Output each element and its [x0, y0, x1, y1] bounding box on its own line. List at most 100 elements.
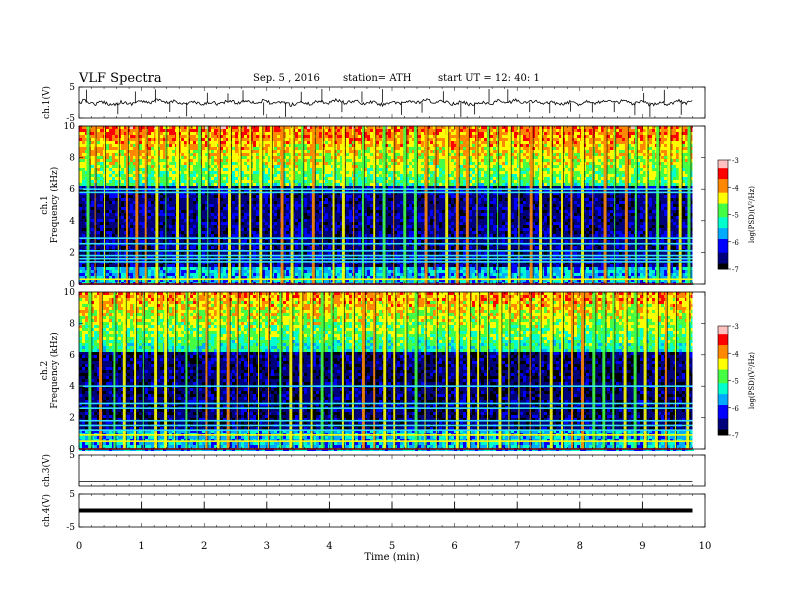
psd-cell: [82, 279, 85, 282]
psd-cell: [184, 153, 187, 156]
psd-cell: [244, 126, 247, 129]
psd-cell: [169, 156, 172, 159]
psd-cell: [226, 252, 229, 255]
psd-cell: [91, 183, 94, 186]
psd-cell: [124, 132, 127, 135]
psd-cell: [355, 165, 358, 168]
psd-cell: [253, 207, 256, 210]
psd-cell: [265, 240, 268, 243]
psd-cell: [256, 270, 259, 273]
psd-cell: [130, 207, 133, 210]
psd-cell: [253, 240, 256, 243]
psd-cell: [274, 138, 277, 141]
psd-cell: [220, 225, 223, 228]
psd-cell: [295, 225, 298, 228]
psd-cell: [244, 171, 247, 174]
psd-cell: [235, 132, 238, 135]
psd-cell: [190, 234, 193, 237]
psd-cell: [337, 264, 340, 267]
psd-cell: [112, 177, 115, 180]
psd-cell: [253, 201, 256, 204]
psd-cell: [130, 174, 133, 177]
psd-cell: [328, 270, 331, 273]
psd-cell: [256, 201, 259, 204]
psd-cell: [121, 273, 124, 276]
psd-cell: [172, 255, 175, 258]
psd-cell: [100, 192, 103, 195]
psd-cell: [121, 225, 124, 228]
psd-cell: [256, 228, 259, 231]
psd-cell: [328, 144, 331, 147]
psd-cell: [151, 225, 154, 228]
psd-cell: [325, 156, 328, 159]
psd-cell: [190, 213, 193, 216]
psd-cell: [349, 228, 352, 231]
psd-cell: [112, 228, 115, 231]
psd-cell: [160, 159, 163, 162]
psd-cell: [337, 201, 340, 204]
psd-cell: [265, 195, 268, 198]
psd-cell: [355, 183, 358, 186]
psd-cell: [241, 228, 244, 231]
psd-cell: [193, 225, 196, 228]
psd-cell: [325, 165, 328, 168]
psd-cell: [223, 147, 226, 150]
psd-cell: [247, 135, 250, 138]
psd-cell: [166, 195, 169, 198]
psd-cell: [115, 273, 118, 276]
psd-cell: [244, 204, 247, 207]
psd-cell: [325, 195, 328, 198]
psd-cell: [349, 168, 352, 171]
psd-cell: [124, 126, 127, 129]
psd-cell: [235, 192, 238, 195]
psd-cell: [106, 162, 109, 165]
psd-cell: [97, 255, 100, 258]
psd-cell: [142, 264, 145, 267]
psd-cell: [277, 135, 280, 138]
psd-cell: [106, 270, 109, 273]
psd-cell: [100, 144, 103, 147]
psd-cell: [319, 264, 322, 267]
psd-cell: [193, 222, 196, 225]
psd-cell: [214, 279, 217, 282]
psd-cell: [247, 201, 250, 204]
psd-cell: [91, 150, 94, 153]
psd-cell: [205, 201, 208, 204]
psd-cell: [190, 168, 193, 171]
psd-cell: [277, 234, 280, 237]
psd-cell: [316, 222, 319, 225]
psd-cell: [166, 147, 169, 150]
psd-cell: [232, 162, 235, 165]
psd-cell: [202, 270, 205, 273]
psd-cell: [172, 183, 175, 186]
psd-cell: [190, 192, 193, 195]
psd-cell: [115, 138, 118, 141]
psd-cell: [220, 264, 223, 267]
psd-cell: [220, 279, 223, 282]
psd-cell: [298, 177, 301, 180]
psd-cell: [244, 129, 247, 132]
psd-cell: [241, 207, 244, 210]
psd-cell: [133, 273, 136, 276]
psd-cell: [316, 132, 319, 135]
psd-cell: [208, 144, 211, 147]
psd-cell: [184, 204, 187, 207]
psd-cell: [232, 189, 235, 192]
psd-cell: [241, 135, 244, 138]
psd-cell: [160, 225, 163, 228]
psd-cell: [220, 135, 223, 138]
psd-cell: [130, 213, 133, 216]
psd-cell: [202, 216, 205, 219]
psd-cell: [337, 204, 340, 207]
psd-cell: [265, 162, 268, 165]
psd-cell: [130, 162, 133, 165]
psd-cell: [241, 192, 244, 195]
psd-cell: [235, 255, 238, 258]
psd-cell: [235, 213, 238, 216]
psd-cell: [202, 252, 205, 255]
psd-cell: [337, 171, 340, 174]
psd-cell: [169, 132, 172, 135]
psd-cell: [325, 138, 328, 141]
psd-cell: [106, 255, 109, 258]
psd-cell: [346, 165, 349, 168]
